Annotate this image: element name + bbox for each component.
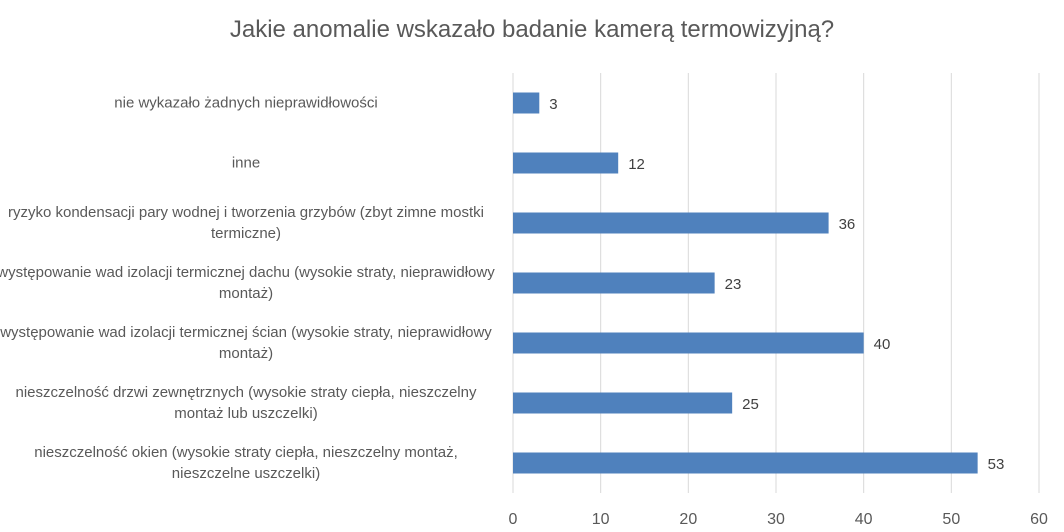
x-tick-label: 30 — [767, 511, 785, 528]
category-label: inne — [231, 154, 261, 172]
bar — [513, 212, 829, 234]
bar — [513, 392, 733, 414]
category-label: występowanie wad izolacji termicznej ści… — [0, 324, 492, 362]
data-label: 3 — [549, 96, 557, 113]
bar — [513, 92, 540, 114]
x-tick-label: 10 — [592, 511, 610, 528]
category-label: ryzyko kondensacji pary wodnej i tworzen… — [7, 204, 484, 242]
data-label: 23 — [725, 276, 742, 293]
x-tick-label: 60 — [1030, 511, 1048, 528]
category-label: nieszczelność drzwi zewnętrznych (wysoki… — [15, 384, 477, 422]
x-tick-label: 0 — [509, 511, 518, 528]
data-label: 40 — [874, 336, 891, 353]
category-label: nie wykazało żadnych nieprawidłowości — [114, 94, 378, 112]
x-tick-label: 50 — [942, 511, 960, 528]
x-tick-label: 40 — [855, 511, 873, 528]
category-label: nieszczelność okien (wysokie straty ciep… — [34, 444, 458, 482]
data-label: 53 — [988, 456, 1005, 473]
category-label: występowanie wad izolacji termicznej dac… — [0, 264, 495, 302]
data-label: 36 — [839, 216, 856, 233]
bar — [513, 452, 978, 474]
bar — [513, 332, 864, 354]
data-label: 25 — [742, 396, 759, 413]
chart-title: Jakie anomalie wskazało badanie kamerą t… — [229, 16, 835, 43]
bar — [513, 152, 619, 174]
data-label: 12 — [628, 156, 645, 173]
x-tick-label: 20 — [679, 511, 697, 528]
bar — [513, 272, 715, 294]
